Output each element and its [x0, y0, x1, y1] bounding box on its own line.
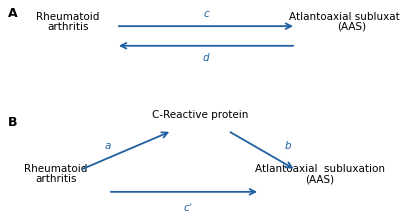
- Text: A: A: [8, 7, 18, 20]
- Text: arthritis: arthritis: [35, 174, 77, 184]
- Text: Atlantoaxial  subluxation: Atlantoaxial subluxation: [255, 164, 385, 174]
- Text: a: a: [105, 141, 111, 151]
- Text: B: B: [8, 116, 18, 129]
- Text: c: c: [203, 9, 209, 19]
- Text: cʼ: cʼ: [184, 203, 192, 213]
- Text: d: d: [203, 53, 209, 63]
- Text: Atlantoaxial subluxation: Atlantoaxial subluxation: [289, 12, 400, 22]
- Text: C-Reactive protein: C-Reactive protein: [152, 110, 248, 120]
- Text: (AAS): (AAS): [306, 174, 334, 184]
- Text: Rheumatoid: Rheumatoid: [24, 164, 88, 174]
- Text: b: b: [285, 141, 291, 151]
- Text: Rheumatoid: Rheumatoid: [36, 12, 100, 22]
- Text: (AAS): (AAS): [338, 22, 366, 32]
- Text: arthritis: arthritis: [47, 22, 89, 32]
